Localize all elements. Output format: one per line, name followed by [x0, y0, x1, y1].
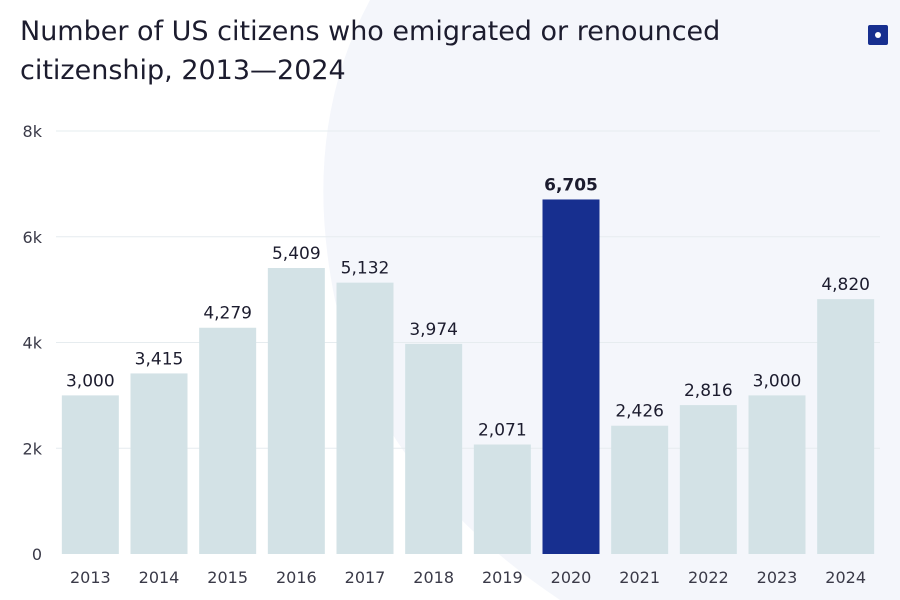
x-tick-label: 2014	[139, 568, 180, 587]
chart-title: Number of US citizens who emigrated or r…	[20, 12, 750, 90]
data-label: 6,705	[544, 175, 598, 195]
data-label: 3,000	[66, 371, 115, 391]
y-tick-label: 0	[32, 545, 42, 564]
x-tick-label: 2016	[276, 568, 317, 587]
data-label: 2,816	[684, 381, 733, 401]
chart-title-line-2: citizenship, 2013—2024	[20, 55, 346, 86]
x-tick-label: 2017	[345, 568, 386, 587]
bar-highlight	[542, 199, 600, 554]
x-tick-label: 2023	[757, 568, 798, 587]
chart-title-line-1: Number of US citizens who emigrated or r…	[20, 16, 721, 47]
bar	[405, 343, 463, 554]
data-label: 3,415	[135, 349, 184, 369]
x-tick-label: 2019	[482, 568, 523, 587]
y-tick-label: 4k	[23, 334, 43, 353]
bar	[61, 395, 119, 554]
bar	[473, 444, 531, 554]
brand-dot	[875, 32, 881, 38]
x-tick-label: 2021	[619, 568, 660, 587]
data-label: 2,426	[615, 402, 664, 422]
bar	[611, 425, 669, 554]
x-tick-label: 2018	[413, 568, 454, 587]
data-label: 3,974	[409, 320, 458, 340]
data-label: 4,820	[821, 275, 870, 295]
data-label: 5,132	[341, 259, 390, 279]
bar	[679, 405, 737, 554]
y-tick-label: 2k	[23, 439, 43, 458]
bar	[336, 282, 394, 554]
data-label: 4,279	[203, 304, 252, 324]
x-tick-label: 2020	[551, 568, 592, 587]
brand-square-icon	[868, 25, 888, 45]
bar	[817, 299, 875, 554]
data-label: 5,409	[272, 244, 321, 264]
x-tick-label: 2013	[70, 568, 111, 587]
bar	[267, 267, 325, 554]
y-tick-label: 6k	[23, 228, 43, 247]
bar	[748, 395, 806, 554]
data-label: 3,000	[753, 371, 802, 391]
bar	[130, 373, 188, 554]
bar	[199, 327, 257, 554]
x-tick-label: 2024	[825, 568, 866, 587]
data-label: 2,071	[478, 420, 527, 440]
y-tick-label: 8k	[23, 122, 43, 141]
x-tick-label: 2015	[207, 568, 248, 587]
x-tick-label: 2022	[688, 568, 729, 587]
